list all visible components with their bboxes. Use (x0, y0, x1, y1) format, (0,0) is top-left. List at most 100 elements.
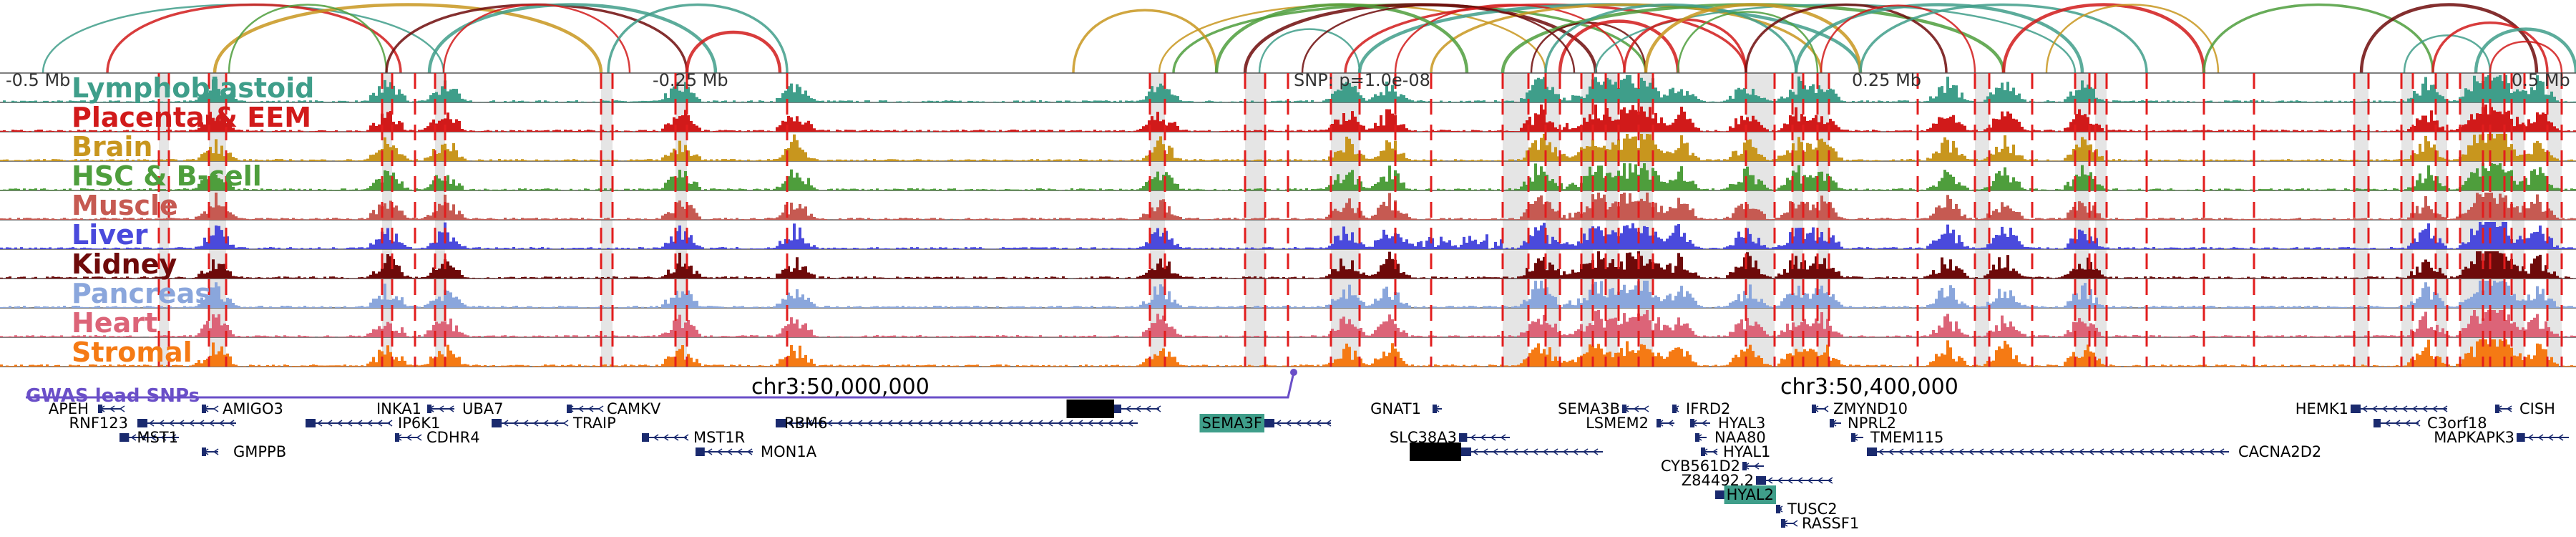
gene-exon (202, 448, 206, 456)
strand-arrow (1155, 405, 1161, 412)
chromatin-arc (427, 3, 718, 74)
chromatin-arc (1344, 3, 1747, 74)
gene-exon (1812, 405, 1816, 413)
gene-label-mapkapk3: MAPKAPK3 (2434, 429, 2514, 446)
gene-label-tmem115: TMEM115 (1870, 429, 1943, 446)
strand-arrow (2537, 434, 2544, 441)
chromatin-arc (1820, 4, 1976, 74)
strand-arrow (1077, 420, 1083, 427)
strand-arrow (1988, 448, 1994, 455)
chromatin-arc (1394, 4, 1626, 74)
strand-arrow (1275, 420, 1282, 427)
gene-exon (1622, 405, 1626, 413)
strand-arrow (213, 405, 219, 412)
strand-arrow (1978, 448, 1984, 455)
gene-highlight-box (1199, 414, 1264, 432)
chrom-label-50000000: chr3:50,000,000 (751, 374, 930, 400)
gene-exon (567, 405, 572, 413)
strand-arrow (1500, 434, 1506, 441)
strand-arrow (170, 434, 177, 441)
strand-arrow (1823, 405, 1829, 412)
strand-arrow (847, 420, 853, 427)
strand-arrow (1542, 448, 1548, 455)
strand-arrow (448, 405, 454, 412)
strand-arrow (917, 420, 923, 427)
strand-arrow (218, 420, 225, 427)
strand-arrow (1787, 477, 1793, 484)
chromatin-arc (1072, 9, 1218, 74)
gene-exon (776, 419, 786, 427)
gene-label-rassf1: RASSF1 (1802, 515, 1859, 532)
strand-arrow (2547, 434, 2554, 441)
strand-arrow (2028, 448, 2034, 455)
strand-arrow (2038, 448, 2044, 455)
gene-exon (1690, 419, 1694, 427)
gene-exon (98, 405, 102, 413)
accessibility-signal-1 (0, 105, 2576, 132)
strand-arrow (158, 420, 165, 427)
strand-arrow (1125, 405, 1131, 412)
strand-arrow (2198, 448, 2205, 455)
chromatin-arc (2045, 4, 2220, 74)
strand-arrow (1582, 448, 1589, 455)
strand-arrow (2188, 448, 2195, 455)
strand-arrow (1562, 448, 1568, 455)
strand-arrow (826, 420, 833, 427)
strand-arrow (2411, 405, 2418, 412)
strand-arrow (1325, 420, 1332, 427)
strand-arrow (1490, 434, 1496, 441)
track-label-8: Heart (72, 307, 157, 339)
gene-label-inka1: INKA1 (376, 400, 421, 417)
strand-arrow (1908, 448, 1914, 455)
strand-arrow (2414, 420, 2421, 427)
strand-arrow (2441, 405, 2448, 412)
chromatin-arc (2001, 3, 2206, 74)
chromatin-arc (106, 3, 402, 74)
strand-arrow (1522, 448, 1528, 455)
track-label-1: Placenta & EEM (72, 102, 311, 133)
track-label-9: Stromal (72, 337, 192, 368)
strand-arrow (1027, 420, 1033, 427)
gene-label-naa80: NAA80 (1714, 429, 1766, 446)
gene-label-ifrd2: IFRD2 (1686, 400, 1730, 417)
gene-exon (427, 405, 431, 413)
strand-arrow (597, 405, 604, 412)
strand-arrow (2381, 405, 2388, 412)
strand-arrow (577, 405, 584, 412)
strand-arrow (877, 420, 883, 427)
strand-arrow (1532, 448, 1538, 455)
gwas-lead-snps-label: GWAS lead SNPs (26, 385, 200, 407)
accessibility-signal-8 (0, 310, 2576, 337)
strand-arrow (2128, 448, 2135, 455)
strand-arrow (1767, 477, 1773, 484)
strand-arrow (706, 448, 713, 455)
strand-arrow (1512, 448, 1518, 455)
gene-label-cish: CISH (2519, 400, 2555, 417)
gene-exon (492, 419, 502, 427)
strand-arrow (673, 434, 679, 441)
strand-arrow (1087, 420, 1093, 427)
strand-arrow (1135, 405, 1141, 412)
strand-arrow (957, 420, 963, 427)
track-label-0: Lymphoblastoid (72, 72, 314, 104)
strand-arrow (1928, 448, 1934, 455)
strand-arrow (2068, 448, 2074, 455)
gene-label-sema3f: SEMA3F (1201, 415, 1262, 432)
strand-arrow (683, 434, 689, 441)
strand-arrow (867, 420, 873, 427)
strand-arrow (736, 448, 743, 455)
strand-arrow (1285, 420, 1292, 427)
strand-arrow (1918, 448, 1924, 455)
strand-arrow (188, 420, 195, 427)
track-label-5: Liver (72, 219, 148, 251)
coord-label-pos-025: 0.25 Mb (1852, 70, 1921, 90)
gene-exon (1114, 405, 1121, 413)
strand-arrow (562, 420, 569, 427)
strand-arrow (416, 434, 422, 441)
gene-label-rnf123: RNF123 (69, 415, 128, 432)
chromatin-loop-arcs (42, 3, 2576, 74)
accessibility-signal-6 (0, 251, 2576, 279)
strand-arrow (967, 420, 973, 427)
strand-arrow (587, 405, 594, 412)
